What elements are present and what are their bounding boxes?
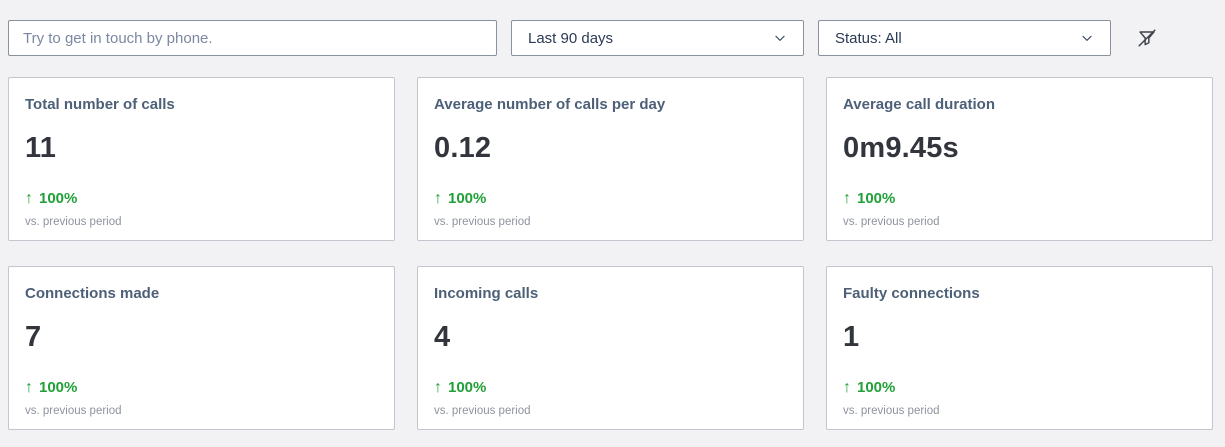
kpi-card-incoming-calls: Incoming calls 4 ↑ 100% vs. previous per… [417,266,804,430]
card-value: 0m9.45s [843,132,959,164]
card-value: 11 [25,132,57,164]
card-note: vs. previous period [434,405,531,417]
status-value: Status: All [835,29,902,47]
card-note: vs. previous period [25,216,122,228]
trend-up-icon: ↑ [843,190,851,207]
card-note: vs. previous period [843,216,940,228]
card-note: vs. previous period [25,405,122,417]
kpi-card-avg-call-duration: Average call duration 0m9.45s ↑ 100% vs.… [826,77,1213,241]
trend-percent: 100% [857,190,896,207]
chevron-down-icon [775,35,785,41]
card-trend: ↑ 100% [843,189,1196,208]
kpi-card-total-calls: Total number of calls 11 ↑ 100% vs. prev… [8,77,395,241]
status-select[interactable]: Status: All [818,20,1111,56]
card-title: Faulty connections [843,285,980,302]
clear-filters-button[interactable] [1133,24,1161,52]
filter-off-icon [1138,29,1156,47]
trend-percent: 100% [448,379,487,396]
trend-up-icon: ↑ [843,379,851,396]
kpi-card-faulty-connections: Faulty connections 1 ↑ 100% vs. previous… [826,266,1213,430]
filters-toolbar: Last 90 days Status: All [8,20,1213,56]
card-title: Connections made [25,285,160,302]
chevron-down-icon [1082,35,1092,41]
card-trend: ↑ 100% [843,378,1196,397]
trend-up-icon: ↑ [25,190,33,207]
card-note: vs. previous period [843,405,940,417]
dashboard-page: Last 90 days Status: All Total number of… [8,20,1213,430]
card-title: Incoming calls [434,285,539,302]
card-trend: ↑ 100% [434,378,787,397]
kpi-card-avg-calls-per-day: Average number of calls per day 0.12 ↑ 1… [417,77,804,241]
card-value: 0.12 [434,132,492,164]
trend-percent: 100% [39,190,78,207]
card-value: 1 [843,321,860,353]
trend-percent: 100% [857,379,896,396]
card-trend: ↑ 100% [25,378,378,397]
kpi-card-connections-made: Connections made 7 ↑ 100% vs. previous p… [8,266,395,430]
card-title: Average call duration [843,96,995,113]
kpi-cards-grid: Total number of calls 11 ↑ 100% vs. prev… [8,77,1213,430]
search-input[interactable] [8,20,497,56]
card-value: 4 [434,321,451,353]
card-value: 7 [25,321,42,353]
card-trend: ↑ 100% [25,189,378,208]
trend-up-icon: ↑ [25,379,33,396]
card-note: vs. previous period [434,216,531,228]
card-trend: ↑ 100% [434,189,787,208]
date-range-value: Last 90 days [528,29,614,47]
card-title: Average number of calls per day [434,96,666,113]
card-title: Total number of calls [25,96,175,113]
trend-up-icon: ↑ [434,190,442,207]
trend-up-icon: ↑ [434,379,442,396]
trend-percent: 100% [448,190,487,207]
trend-percent: 100% [39,379,78,396]
date-range-select[interactable]: Last 90 days [511,20,804,56]
